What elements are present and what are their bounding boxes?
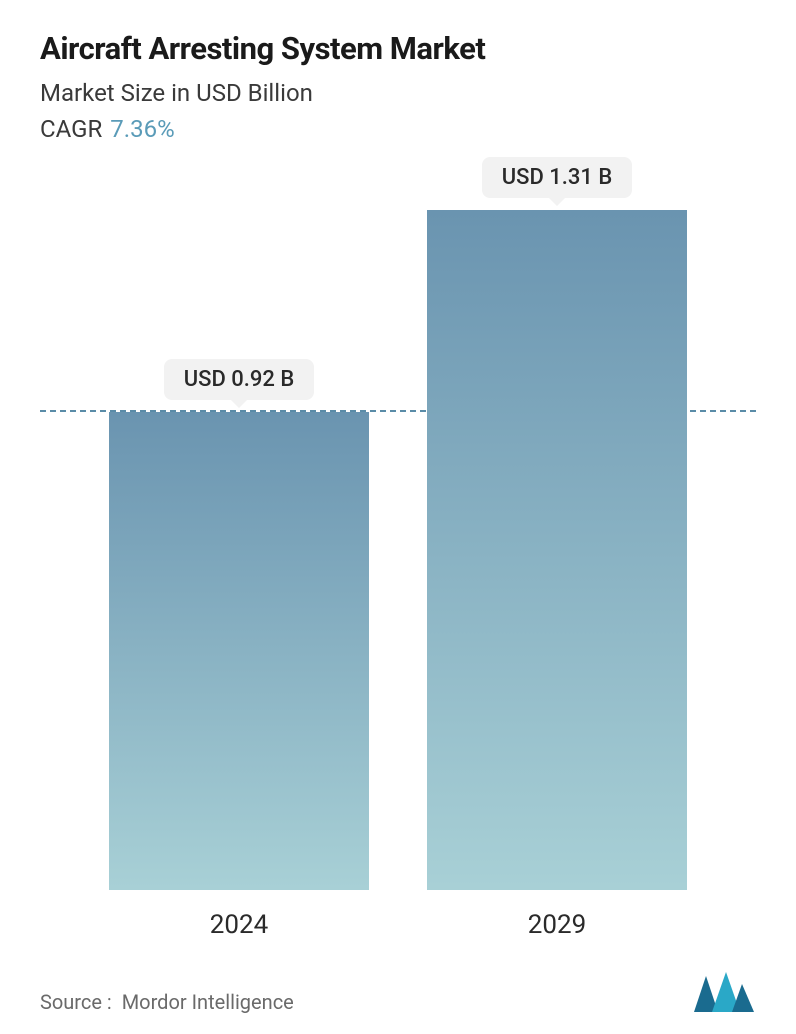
cagr-value: 7.36% — [110, 115, 174, 143]
bar-1 — [427, 210, 687, 890]
source-label: Source : — [40, 990, 112, 1014]
value-label-1: USD 1.31 B — [482, 157, 633, 198]
source-name: Mordor Intelligence — [122, 990, 294, 1014]
chart-subtitle: Market Size in USD Billion — [40, 79, 756, 107]
chart-inner: USD 0.92 B USD 1.31 B 2024 2029 — [40, 193, 756, 940]
chart-area: USD 0.92 B USD 1.31 B 2024 2029 — [40, 193, 756, 940]
logo-icon — [692, 970, 756, 1014]
cagr-label: CAGR — [40, 115, 102, 143]
cagr-row: CAGR 7.36% — [40, 115, 756, 143]
chart-title: Aircraft Arresting System Market — [40, 30, 756, 67]
bar-group-1: USD 1.31 B — [427, 193, 687, 890]
source-text: Source : Mordor Intelligence — [40, 990, 294, 1014]
bars-wrap: USD 0.92 B USD 1.31 B — [40, 193, 756, 890]
x-axis-labels: 2024 2029 — [40, 910, 756, 940]
brand-logo — [692, 970, 756, 1014]
value-label-0: USD 0.92 B — [164, 359, 315, 400]
x-label-1: 2029 — [427, 910, 687, 940]
chart-container: Aircraft Arresting System Market Market … — [0, 0, 796, 1034]
x-label-0: 2024 — [109, 910, 369, 940]
bar-0 — [109, 412, 369, 890]
bar-group-0: USD 0.92 B — [109, 193, 369, 890]
footer: Source : Mordor Intelligence — [40, 960, 756, 1014]
